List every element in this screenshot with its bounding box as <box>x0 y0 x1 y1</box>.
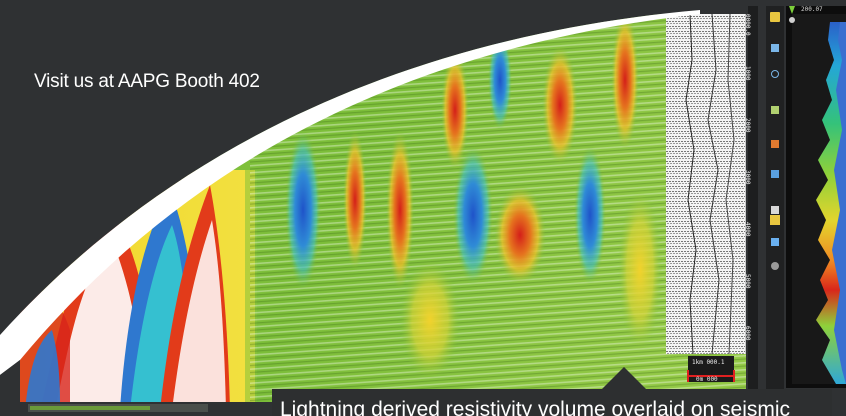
ruler-icon[interactable] <box>771 106 779 114</box>
track-scale-label: 2000 <box>744 118 751 133</box>
track-scale-label: 5000 <box>744 274 751 289</box>
caption-notch <box>602 367 646 389</box>
track-scale-label: 0000.0 <box>744 14 751 36</box>
track-scale-label: 4000 <box>744 222 751 237</box>
scale-bar-label-bottom: 0m 000 <box>696 376 718 383</box>
track-scale-label: 1000 <box>744 66 751 81</box>
export-icon[interactable] <box>771 238 779 246</box>
toolbar <box>768 10 782 390</box>
cursor-icon[interactable] <box>770 12 780 22</box>
chart-icon[interactable] <box>771 170 779 178</box>
zoom-icon[interactable] <box>771 70 779 78</box>
track-scale-label: 3000 <box>744 170 751 185</box>
caption-text: Lightning derived resistivity volume ove… <box>280 398 791 416</box>
palette-icon[interactable] <box>770 215 780 225</box>
track-scale-label: 6000 <box>744 326 751 341</box>
grid-icon[interactable] <box>771 206 779 214</box>
layers-icon[interactable] <box>771 140 779 148</box>
booth-headline: Visit us at AAPG Booth 402 <box>34 71 260 92</box>
pan-icon[interactable] <box>771 44 779 52</box>
caption-box <box>272 389 832 416</box>
settings-icon[interactable] <box>771 262 779 270</box>
track-top-readout: 200.07 <box>801 6 823 13</box>
scale-bar-label-top: 1km 000.1 <box>692 359 725 366</box>
